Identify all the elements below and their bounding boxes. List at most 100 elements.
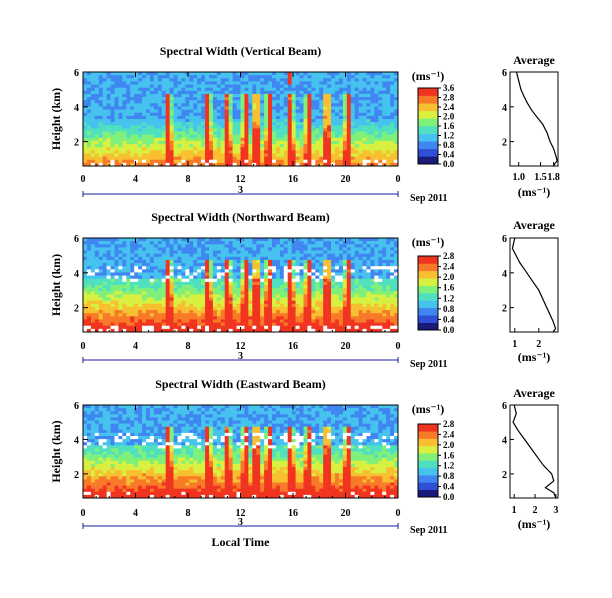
heatmap-cell	[346, 294, 352, 298]
heatmap-cell	[386, 259, 391, 264]
heatmap-cell	[252, 306, 257, 311]
heatmap-cell	[173, 100, 178, 104]
heatmap-cell	[138, 87, 143, 92]
heatmap-cell	[358, 97, 363, 101]
heatmap-cell	[161, 93, 166, 98]
heatmap-cell	[366, 112, 371, 117]
heatmap-cell	[161, 156, 166, 161]
heatmap-cell	[169, 140, 174, 145]
heatmap-cell	[122, 109, 127, 114]
heatmap-cell	[228, 306, 233, 311]
heatmap-cell	[118, 269, 123, 273]
heatmap-cell	[275, 156, 281, 161]
heatmap-cell	[275, 316, 281, 320]
heatmap-cell	[260, 109, 265, 114]
heatmap-cell	[236, 144, 241, 148]
heatmap-cell	[362, 275, 367, 280]
y-tick-label: 6	[74, 234, 79, 245]
heatmap-cell	[205, 75, 210, 79]
heatmap-cell	[244, 269, 249, 273]
heatmap-cell	[323, 275, 328, 280]
heatmap-cell	[232, 303, 237, 308]
heatmap-cell	[110, 259, 115, 264]
heatmap-cell	[83, 313, 88, 317]
heatmap-cell	[193, 159, 198, 164]
heatmap-cell	[272, 75, 277, 79]
heatmap-cell	[390, 269, 395, 273]
heatmap-cell	[181, 137, 186, 142]
heatmap-cell	[303, 140, 308, 145]
heatmap-cell	[346, 278, 352, 283]
heatmap-cell	[185, 125, 190, 129]
heatmap-cell	[126, 256, 131, 261]
heatmap-cell	[224, 100, 229, 104]
heatmap-cell	[382, 100, 387, 104]
colorbar-tick-label: 0.8	[443, 140, 455, 150]
heatmap-cell	[327, 87, 332, 92]
heatmap-cell	[295, 103, 300, 107]
heatmap-cell	[338, 90, 344, 95]
heatmap-cell	[295, 131, 300, 135]
heatmap-cell	[173, 93, 178, 98]
heatmap-cell	[130, 306, 135, 311]
heatmap-cell	[358, 316, 363, 320]
heatmap-cell	[142, 87, 147, 92]
heatmap-cell	[279, 144, 285, 148]
heatmap-cell	[114, 310, 119, 314]
heatmap-cell	[303, 306, 308, 311]
heatmap-cell	[275, 147, 281, 151]
heatmap-cell	[331, 128, 336, 132]
heatmap-cell	[244, 300, 249, 305]
heatmap-cell	[161, 319, 166, 323]
heatmap-cell	[335, 244, 340, 248]
heatmap-cell	[169, 106, 174, 110]
heatmap-cell	[248, 269, 253, 273]
heatmap-cell	[224, 269, 229, 273]
heatmap-cell	[390, 90, 395, 95]
heatmap-cell	[220, 72, 226, 76]
heatmap-cell	[102, 310, 107, 314]
heatmap-cell	[260, 153, 265, 157]
heatmap-cell	[299, 263, 304, 267]
heatmap-cell	[323, 128, 328, 132]
heatmap-cell	[90, 78, 96, 82]
heatmap-cell	[275, 122, 281, 126]
heatmap-cell	[390, 244, 395, 248]
heatmap-cell	[275, 87, 281, 92]
heatmap-cell	[394, 291, 399, 295]
heatmap-cell	[319, 119, 324, 123]
heatmap-cell	[161, 97, 166, 101]
heatmap-cell	[228, 322, 233, 327]
heatmap-cell	[169, 266, 174, 270]
heatmap-cell	[268, 81, 273, 85]
heatmap-cell	[248, 93, 253, 98]
heatmap-cell	[161, 275, 166, 280]
heatmap-cell	[319, 87, 324, 92]
heatmap-cell	[224, 134, 229, 139]
heatmap-cell	[378, 75, 383, 79]
heatmap-cell	[122, 306, 127, 311]
heatmap-cell	[161, 238, 166, 242]
heatmap-cell	[256, 313, 261, 317]
heatmap-cell	[94, 319, 100, 323]
heatmap-cell	[291, 316, 296, 320]
heatmap-cell	[283, 319, 289, 323]
heatmap-cell	[331, 263, 336, 267]
heatmap-cell	[86, 316, 92, 320]
heatmap-cell	[287, 313, 292, 317]
heatmap-cell	[212, 256, 218, 261]
heatmap-cell	[319, 288, 324, 292]
heatmap-cell	[350, 103, 355, 107]
heatmap-cell	[327, 294, 332, 298]
heatmap-cell	[165, 303, 170, 308]
heatmap-cell	[394, 253, 399, 258]
heatmap-cell	[173, 72, 178, 76]
heatmap-cell	[295, 291, 300, 295]
heatmap-cell	[126, 272, 131, 276]
heatmap-cell	[338, 150, 344, 154]
heatmap-cell	[390, 78, 395, 82]
heatmap-cell	[228, 147, 233, 151]
heatmap-cell	[228, 266, 233, 270]
heatmap-cell	[358, 103, 363, 107]
heatmap-cell	[102, 300, 107, 305]
